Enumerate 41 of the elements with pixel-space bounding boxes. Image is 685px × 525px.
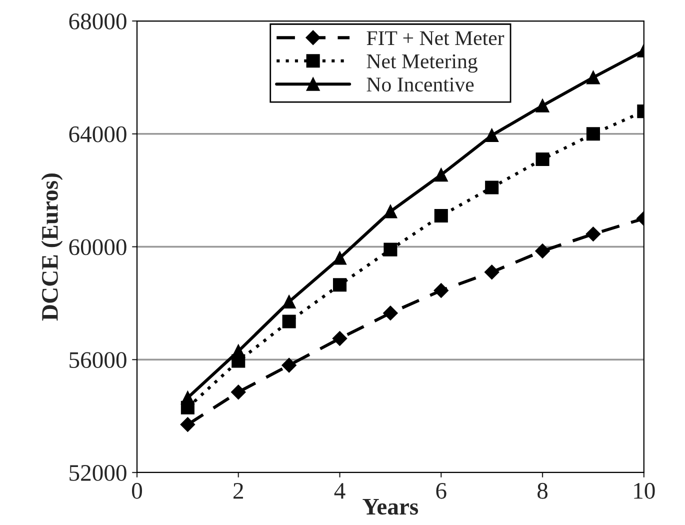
y-tick-label: 56000 — [70, 352, 126, 368]
y-tick-label: 68000 — [69, 13, 126, 30]
legend-label: Net Metering — [366, 54, 478, 73]
legend-label: No Incentive — [366, 78, 474, 92]
y-axis-title: DCCE (Euros) — [41, 174, 63, 321]
point — [230, 384, 246, 400]
x-tick-label: 6 — [436, 482, 446, 499]
point — [536, 152, 550, 166]
x-axis-title: Years — [362, 499, 418, 515]
point — [384, 204, 398, 218]
point — [586, 127, 600, 141]
y-tick-label: 60000 — [69, 239, 126, 256]
x-tick-label: 10 — [634, 482, 655, 499]
y-tick-label: 52000 — [70, 464, 126, 481]
point — [332, 331, 348, 346]
point — [586, 226, 601, 242]
point — [383, 306, 398, 320]
point — [282, 295, 296, 309]
point — [384, 242, 398, 256]
point — [282, 314, 296, 328]
y-tick-label: 64000 — [69, 126, 126, 142]
point — [434, 168, 448, 182]
point — [586, 70, 600, 84]
point — [434, 208, 448, 222]
x-tick-label: 8 — [538, 482, 548, 499]
x-tick-label: 0 — [132, 482, 142, 499]
point — [180, 390, 194, 404]
point — [232, 344, 246, 358]
x-tick-label: 2 — [234, 482, 243, 499]
point — [332, 278, 347, 292]
point — [485, 180, 499, 194]
point — [434, 283, 449, 298]
point — [485, 128, 499, 142]
point — [332, 251, 347, 265]
point — [180, 417, 196, 432]
point — [536, 98, 550, 112]
point — [282, 358, 296, 373]
legend-label: FIT + Net Meter — [366, 31, 504, 46]
point — [535, 244, 550, 258]
point — [484, 264, 500, 280]
x-tick-label: 4 — [334, 483, 346, 499]
